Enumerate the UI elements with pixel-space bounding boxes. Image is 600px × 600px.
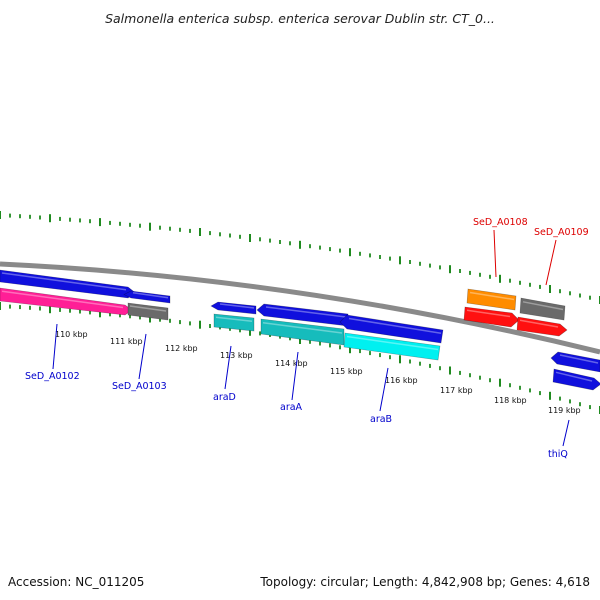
gene-feature-highlight bbox=[519, 319, 559, 328]
gene-feature-highlight bbox=[129, 305, 167, 312]
gene-feature bbox=[552, 368, 600, 391]
gene-label: thiQ bbox=[548, 449, 568, 460]
gene-label: araD bbox=[213, 392, 236, 403]
gene-label-leader bbox=[291, 351, 299, 401]
scale-label: 115 kbp bbox=[330, 367, 363, 376]
gene-label-leader bbox=[493, 229, 497, 278]
gene-feature bbox=[463, 306, 520, 328]
gene-feature-highlight bbox=[262, 322, 343, 334]
map-title: Salmonella enterica subsp. enterica sero… bbox=[105, 11, 495, 26]
gene-feature-highlight bbox=[469, 291, 515, 301]
genome-backbone bbox=[0, 261, 600, 355]
scale-label: 113 kbp bbox=[220, 351, 253, 360]
gene-feature-highlight bbox=[555, 371, 593, 382]
gene-feature-highlight bbox=[219, 303, 255, 309]
topology-text: Topology: circular; Length: 4,842,908 bp… bbox=[260, 575, 590, 589]
gene-feature bbox=[213, 313, 255, 332]
gene-feature bbox=[519, 297, 566, 321]
gene-feature bbox=[343, 332, 441, 361]
gene-labels: SeD_A0102 SeD_A0103 araD araA araB thiQ SeD_A0… bbox=[25, 217, 589, 460]
scale-label: 114 kbp bbox=[275, 359, 308, 368]
outer-tick-ring bbox=[0, 211, 600, 304]
scale-label: 118 kbp bbox=[494, 396, 527, 405]
gene-label: araA bbox=[280, 402, 303, 413]
gene-label-leader bbox=[562, 419, 570, 447]
gene-feature-highlight bbox=[348, 317, 442, 335]
gene-feature bbox=[123, 290, 171, 304]
gene-label-leader bbox=[52, 323, 58, 370]
gene-feature bbox=[260, 318, 345, 346]
gene-feature bbox=[339, 314, 444, 344]
gene-feature-highlight bbox=[132, 292, 169, 299]
scale-label: 111 kbp bbox=[110, 337, 143, 346]
scale-label: 119 kbp bbox=[548, 406, 581, 415]
gene-label-leader bbox=[138, 333, 147, 380]
accession-text: Accession: NC_011205 bbox=[8, 575, 145, 589]
gene-features bbox=[0, 269, 600, 391]
scale-label: 116 kbp bbox=[385, 376, 418, 385]
gene-feature bbox=[127, 302, 169, 321]
kbp-scale-labels: 110 kbp 111 kbp 112 kbp 113 kbp 114 kbp … bbox=[55, 330, 581, 415]
gene-feature-highlight bbox=[1, 272, 127, 291]
gene-feature bbox=[466, 288, 517, 311]
gene-label: SeD_A0109 bbox=[534, 227, 589, 238]
gene-feature-highlight bbox=[346, 335, 439, 351]
gene-label-leader bbox=[224, 345, 232, 390]
gene-feature bbox=[516, 316, 568, 337]
gene-label: araB bbox=[370, 414, 392, 425]
scale-label: 117 kbp bbox=[440, 386, 473, 395]
gene-label: SeD_A0108 bbox=[473, 217, 528, 228]
scale-label: 110 kbp bbox=[55, 330, 88, 339]
gene-feature bbox=[550, 351, 600, 373]
gene-label: SeD_A0103 bbox=[112, 381, 167, 392]
gene-label-leader bbox=[545, 239, 557, 286]
gene-feature-highlight bbox=[1, 290, 124, 309]
gene-feature bbox=[210, 301, 257, 315]
gene-feature-highlight bbox=[522, 301, 564, 311]
gene-feature-highlight bbox=[265, 306, 347, 318]
gene-feature-highlight bbox=[466, 309, 511, 318]
gene-label: SeD_A0102 bbox=[25, 371, 80, 382]
gene-label-leader bbox=[379, 367, 389, 412]
scale-label: 112 kbp bbox=[165, 344, 198, 353]
gene-feature-highlight bbox=[559, 354, 599, 364]
gene-feature-highlight bbox=[215, 316, 253, 323]
